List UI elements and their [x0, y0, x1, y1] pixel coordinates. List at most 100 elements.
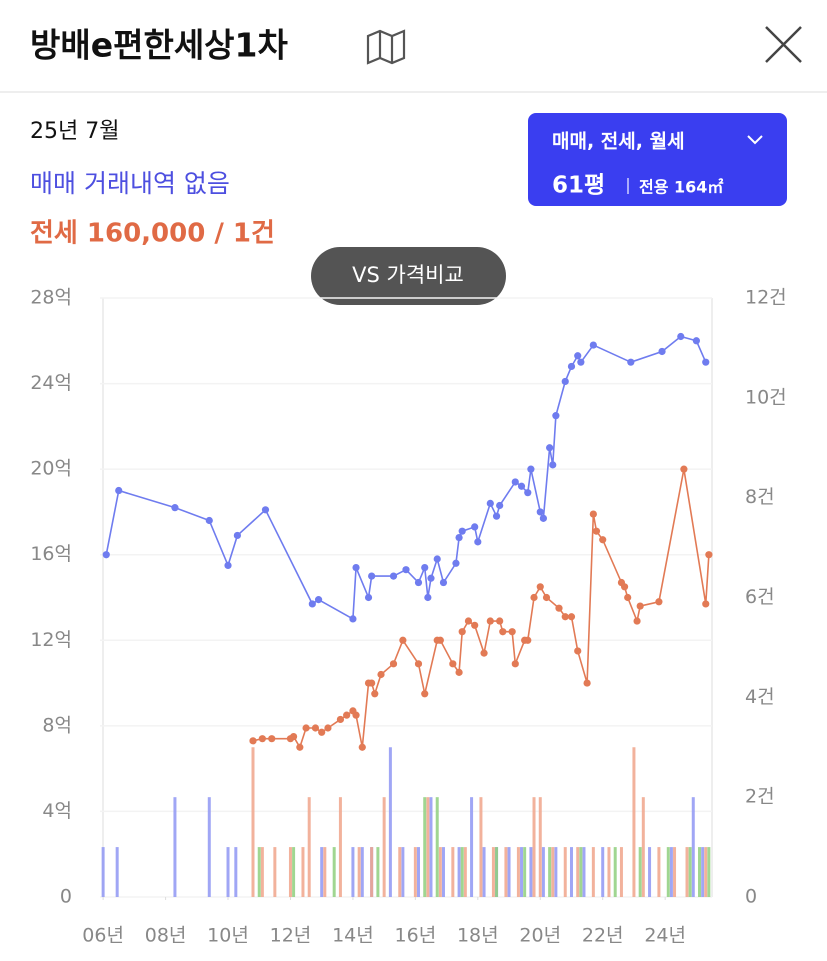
price-line: [252, 468, 710, 750]
price-point: [530, 593, 538, 602]
y-tick-label: 0: [60, 886, 72, 908]
jeonse-status: 전세 160,000 / 1건: [30, 219, 275, 249]
price-point: [480, 649, 488, 657]
count-bar: [482, 847, 486, 897]
price-point: [439, 578, 448, 587]
count-bar: [320, 847, 324, 897]
y-tick-label: 20억: [30, 458, 72, 480]
price-point: [402, 566, 410, 574]
count-bar: [470, 797, 474, 897]
count-bar: [619, 847, 623, 897]
price-point: [599, 536, 607, 544]
price-point: [627, 358, 635, 366]
count-bar: [416, 847, 420, 897]
filter-bg: [528, 113, 787, 206]
price-point: [311, 724, 320, 732]
price-point: [377, 670, 385, 679]
count-bar: [548, 847, 552, 897]
price-point: [511, 478, 519, 486]
count-bar: [516, 847, 520, 897]
price-point: [424, 593, 432, 602]
price-point: [552, 412, 560, 420]
x-tick-label: 22년: [582, 925, 624, 947]
count-bar: [523, 847, 527, 897]
price-point: [486, 499, 494, 507]
price-point: [527, 465, 535, 473]
count-bar: [288, 847, 292, 897]
price-point: [421, 563, 429, 572]
count-bar: [613, 847, 617, 897]
price-point: [449, 660, 457, 668]
count-bar: [101, 847, 105, 897]
price-point: [371, 690, 379, 698]
count-bar: [301, 847, 305, 897]
x-tick-label: 08년: [145, 925, 187, 947]
chevron: [747, 135, 763, 145]
y2-tick-label: 2건: [745, 786, 775, 808]
close-button[interactable]: [765, 26, 802, 63]
price-point: [414, 660, 423, 668]
price-point: [549, 461, 557, 469]
count-bar: [438, 847, 442, 897]
count-bar: [551, 847, 555, 897]
filter-button[interactable]: 매매, 전세, 월세 61평 전용 164㎡: [528, 113, 787, 206]
count-bar: [388, 747, 392, 897]
price-point: [536, 583, 544, 591]
count-bar: [435, 797, 439, 897]
price-point: [289, 732, 298, 741]
price-point: [314, 596, 323, 604]
count-bar: [251, 747, 255, 897]
price-point: [496, 501, 504, 510]
price-point: [536, 508, 544, 516]
price-point: [542, 593, 551, 602]
y-tick-label: 28억: [30, 287, 72, 309]
period: 25년 7월: [30, 119, 119, 144]
count-bar: [413, 847, 417, 897]
count-bar: [582, 847, 586, 897]
count-bar: [641, 797, 645, 897]
map-icon[interactable]: [366, 29, 406, 65]
price-point: [349, 615, 357, 623]
count-bar: [698, 847, 702, 897]
count-bar: [607, 847, 611, 897]
price-point: [561, 613, 569, 621]
count-bar: [601, 847, 605, 897]
price-point: [458, 628, 466, 636]
y-tick-label: 8억: [42, 714, 72, 736]
price-point: [624, 593, 632, 602]
price-point: [677, 332, 685, 341]
count-bar: [669, 847, 673, 897]
count-bar: [507, 847, 511, 897]
count-bar: [292, 847, 296, 897]
compare-chip[interactable]: VS 가격비교: [311, 247, 506, 305]
count-bar: [323, 847, 327, 897]
price-point: [592, 527, 601, 535]
compare-label: VS 가격비교: [352, 263, 464, 287]
close-stroke: [765, 26, 802, 63]
price-point: [589, 510, 597, 518]
price-point: [455, 668, 463, 676]
count-bar: [541, 847, 545, 897]
y-tick-label: 24억: [30, 372, 72, 394]
price-point: [102, 551, 110, 559]
size: 61평: [552, 173, 605, 199]
y-tick-label: 16억: [30, 543, 72, 565]
y2-tick-label: 8건: [745, 486, 775, 508]
price-point: [458, 527, 466, 535]
price-point: [414, 578, 423, 587]
price-point: [702, 600, 710, 608]
price-point: [561, 377, 569, 386]
x-tick-label: 10년: [207, 925, 249, 947]
price-point: [705, 551, 713, 559]
price-point: [636, 602, 644, 610]
count-bar: [707, 847, 711, 897]
count-bar: [563, 847, 567, 897]
price-point: [308, 600, 316, 608]
y2-tick-label: 6건: [745, 586, 775, 608]
price-point: [555, 604, 563, 612]
count-bar: [370, 847, 374, 897]
x-tick-label: 12년: [270, 925, 312, 947]
price-point: [574, 647, 582, 655]
count-bar: [441, 847, 445, 897]
x-tick-label: 20년: [519, 925, 561, 947]
